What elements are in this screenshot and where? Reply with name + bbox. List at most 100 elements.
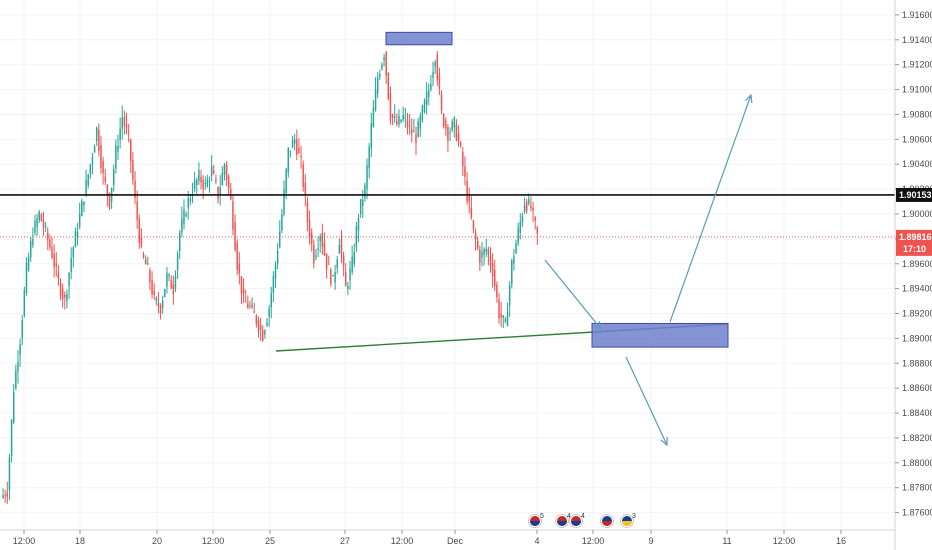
candle-body (240, 276, 243, 294)
candle-body (274, 264, 277, 279)
candle-body (98, 129, 100, 151)
candle-body (508, 284, 511, 306)
candle-body (140, 236, 143, 247)
candle-body (511, 259, 513, 285)
candle-body (415, 134, 417, 143)
candle-body (323, 243, 326, 255)
x-tick-label: 12:00 (773, 536, 796, 546)
candle-body (8, 457, 11, 491)
candle-body (321, 232, 324, 247)
candle-body (117, 145, 119, 152)
y-tick-label: 1.91000 (902, 85, 932, 95)
candle-body (232, 201, 234, 230)
time-axis[interactable]: 12:00 18 20 12:00 25 27 12:00 Dec 4 12:00 9 11 12:00… (13, 530, 846, 546)
candle-body (17, 361, 19, 372)
candle-body (134, 180, 136, 198)
price-tag-resistance-label: 1.90153 (899, 190, 932, 200)
candle-body (472, 220, 475, 229)
candle-body (102, 160, 104, 174)
candle-body (272, 275, 275, 293)
candle-body (340, 238, 343, 255)
candle-body (370, 123, 373, 148)
candle-body (504, 318, 507, 322)
candle-body (215, 178, 217, 182)
candle-body (402, 114, 404, 120)
candle-body (327, 263, 330, 265)
y-tick-label: 1.89400 (902, 284, 932, 294)
candle-body (36, 218, 38, 227)
candle-body (78, 213, 81, 227)
event-badge-half (530, 521, 540, 526)
candle-body (130, 139, 132, 161)
candle-body (95, 127, 98, 142)
candle-body (276, 250, 279, 264)
candle-body (494, 269, 496, 286)
candle-body (304, 182, 307, 196)
candle-body (257, 319, 260, 332)
candle-body (372, 107, 375, 127)
candle-body (2, 495, 4, 498)
y-tick-label: 1.88200 (902, 433, 932, 443)
candle-body (44, 225, 47, 227)
candle-body (261, 329, 264, 341)
candle-body (528, 198, 530, 204)
candle-body (430, 84, 432, 90)
candle-body (283, 189, 285, 214)
candle-body (425, 91, 428, 105)
candle-body (393, 116, 396, 118)
price-tag-resistance (896, 187, 932, 202)
candle-body (374, 89, 377, 111)
candle-body (176, 253, 179, 270)
candle-body (474, 232, 477, 240)
target-zone-rectangle (591, 322, 729, 348)
candle-body (419, 115, 421, 129)
candle-body (181, 218, 183, 233)
event-flag-icon (600, 514, 614, 528)
candle-body (168, 274, 170, 277)
candle-body (447, 126, 449, 141)
candle-body (174, 277, 177, 289)
candle-body (434, 62, 436, 67)
candle-body (51, 246, 53, 258)
candle-body (25, 262, 28, 293)
candle-body (355, 226, 358, 248)
candle-body (481, 251, 483, 258)
candle-body (153, 290, 155, 295)
price-tag-current (896, 229, 932, 256)
candle-body (100, 145, 102, 169)
candle-body (210, 166, 213, 176)
candle-body (21, 320, 23, 339)
arrow-shaft (544, 259, 602, 330)
candle-body (385, 52, 387, 76)
x-tick-label: Dec (447, 536, 464, 546)
candle-body (147, 263, 149, 265)
arrow-shaft (669, 94, 752, 323)
candle-body (536, 226, 539, 234)
event-flag-icon: 5 (528, 513, 544, 528)
candle-body (10, 419, 13, 457)
candle-body (532, 207, 534, 211)
event-flag-icon: 4 (555, 513, 571, 528)
candle-body (266, 322, 268, 326)
candle-body (483, 248, 485, 255)
y-tick-label: 1.91200 (902, 60, 932, 70)
candle-body (319, 236, 321, 241)
candle-body (383, 57, 385, 61)
x-tick-label: 12:00 (202, 536, 225, 546)
price-axis[interactable]: 1.91600 1.91400 1.91200 1.91000 1.90800 1.906… (895, 10, 932, 518)
candle-body (351, 256, 353, 273)
arrow-shaft (625, 356, 668, 446)
candle-body (200, 176, 202, 183)
candle-body (106, 184, 109, 196)
candle-body (298, 147, 300, 153)
candle-body (489, 255, 492, 267)
candle-body (534, 217, 536, 221)
candle-body (159, 305, 162, 314)
candle-body (40, 213, 43, 221)
candle-body (47, 232, 49, 240)
candle-body (406, 121, 409, 128)
candle-body (64, 294, 66, 298)
candle-body (368, 146, 370, 169)
x-tick-label: 18 (75, 536, 85, 546)
